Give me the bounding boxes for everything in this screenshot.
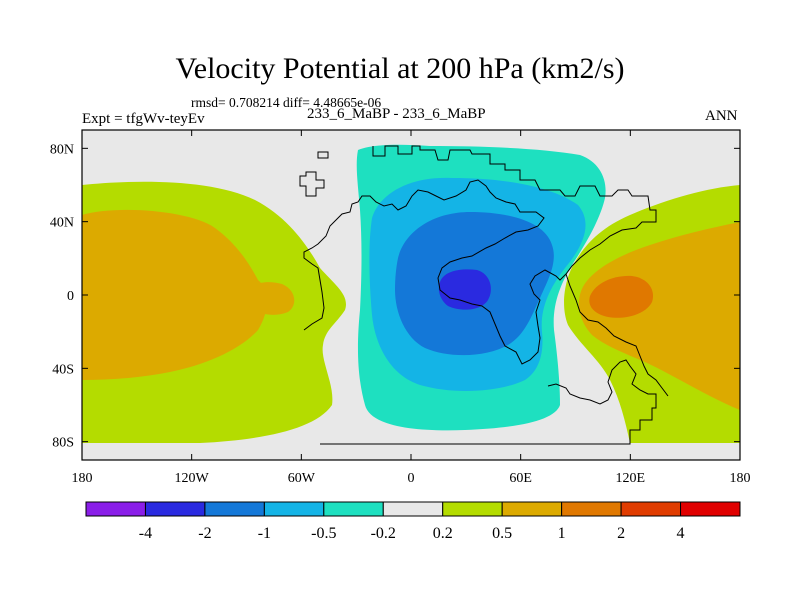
x-tick-label: 60W — [288, 471, 316, 486]
experiment-label: Expt = tfgWv-teyEv — [82, 111, 205, 127]
contour-west-0.5 — [82, 209, 267, 380]
colorbar-swatch — [85, 501, 146, 517]
colorbar-swatch — [501, 501, 563, 517]
colorbar-level-label: 0.2 — [433, 525, 453, 542]
case-label: 233_6_MaBP - 233_6_MaBP — [307, 106, 486, 122]
x-tick-label: 120W — [175, 471, 210, 486]
colorbar-level-label: 4 — [677, 525, 685, 542]
colorbar-swatch — [323, 501, 384, 517]
x-axis: 180 120W 60W 0 60E 120E 180 — [72, 130, 751, 486]
colorbar-level-label: 2 — [617, 525, 625, 542]
contour-west-spot-0.5 — [248, 282, 295, 315]
x-tick-label: 180 — [72, 471, 93, 486]
colorbar: -4 -2 -1 -0.5 -0.2 0.2 0.5 1 2 4 — [85, 501, 741, 542]
colorbar-level-label: 1 — [558, 525, 566, 542]
colorbar-level-label: -0.5 — [311, 525, 336, 542]
colorbar-swatch — [263, 501, 325, 517]
colorbar-swatch — [382, 501, 444, 517]
x-tick-label: 180 — [730, 471, 751, 486]
colorbar-swatch — [680, 501, 741, 517]
x-tick-label: 0 — [408, 471, 415, 486]
y-axis: 80N 40N 0 40S 80S — [50, 142, 740, 451]
colorbar-level-label: -0.2 — [371, 525, 396, 542]
x-tick-label: 60E — [509, 471, 532, 486]
colorbar-swatch — [204, 501, 265, 517]
continent-outline — [299, 145, 669, 445]
contour-field — [82, 130, 740, 460]
colorbar-swatch — [144, 501, 206, 517]
y-tick-label: 40N — [50, 216, 74, 231]
y-tick-label: 40S — [52, 362, 74, 377]
colorbar-level-label: -4 — [139, 525, 152, 542]
colorbar-level-label: -1 — [258, 525, 271, 542]
x-tick-label: 120E — [616, 471, 646, 486]
contour-central--2 — [438, 269, 491, 310]
contour-east-1 — [589, 275, 654, 318]
colorbar-level-label: -2 — [198, 525, 211, 542]
y-tick-label: 0 — [67, 289, 74, 304]
colorbar-swatch — [561, 501, 622, 517]
rmsd-diff-stats: rmsd= 0.708214 diff= 4.48665e-06 — [191, 95, 382, 110]
colorbar-swatch — [442, 501, 503, 517]
y-tick-label: 80N — [50, 142, 74, 157]
chart-title: Velocity Potential at 200 hPa (km2/s) — [175, 52, 625, 85]
season-label: ANN — [705, 108, 738, 124]
colorbar-level-label: 0.5 — [492, 525, 512, 542]
contour-east-0.5 — [578, 222, 740, 410]
colorbar-swatch — [620, 501, 682, 517]
y-tick-label: 80S — [52, 436, 74, 451]
